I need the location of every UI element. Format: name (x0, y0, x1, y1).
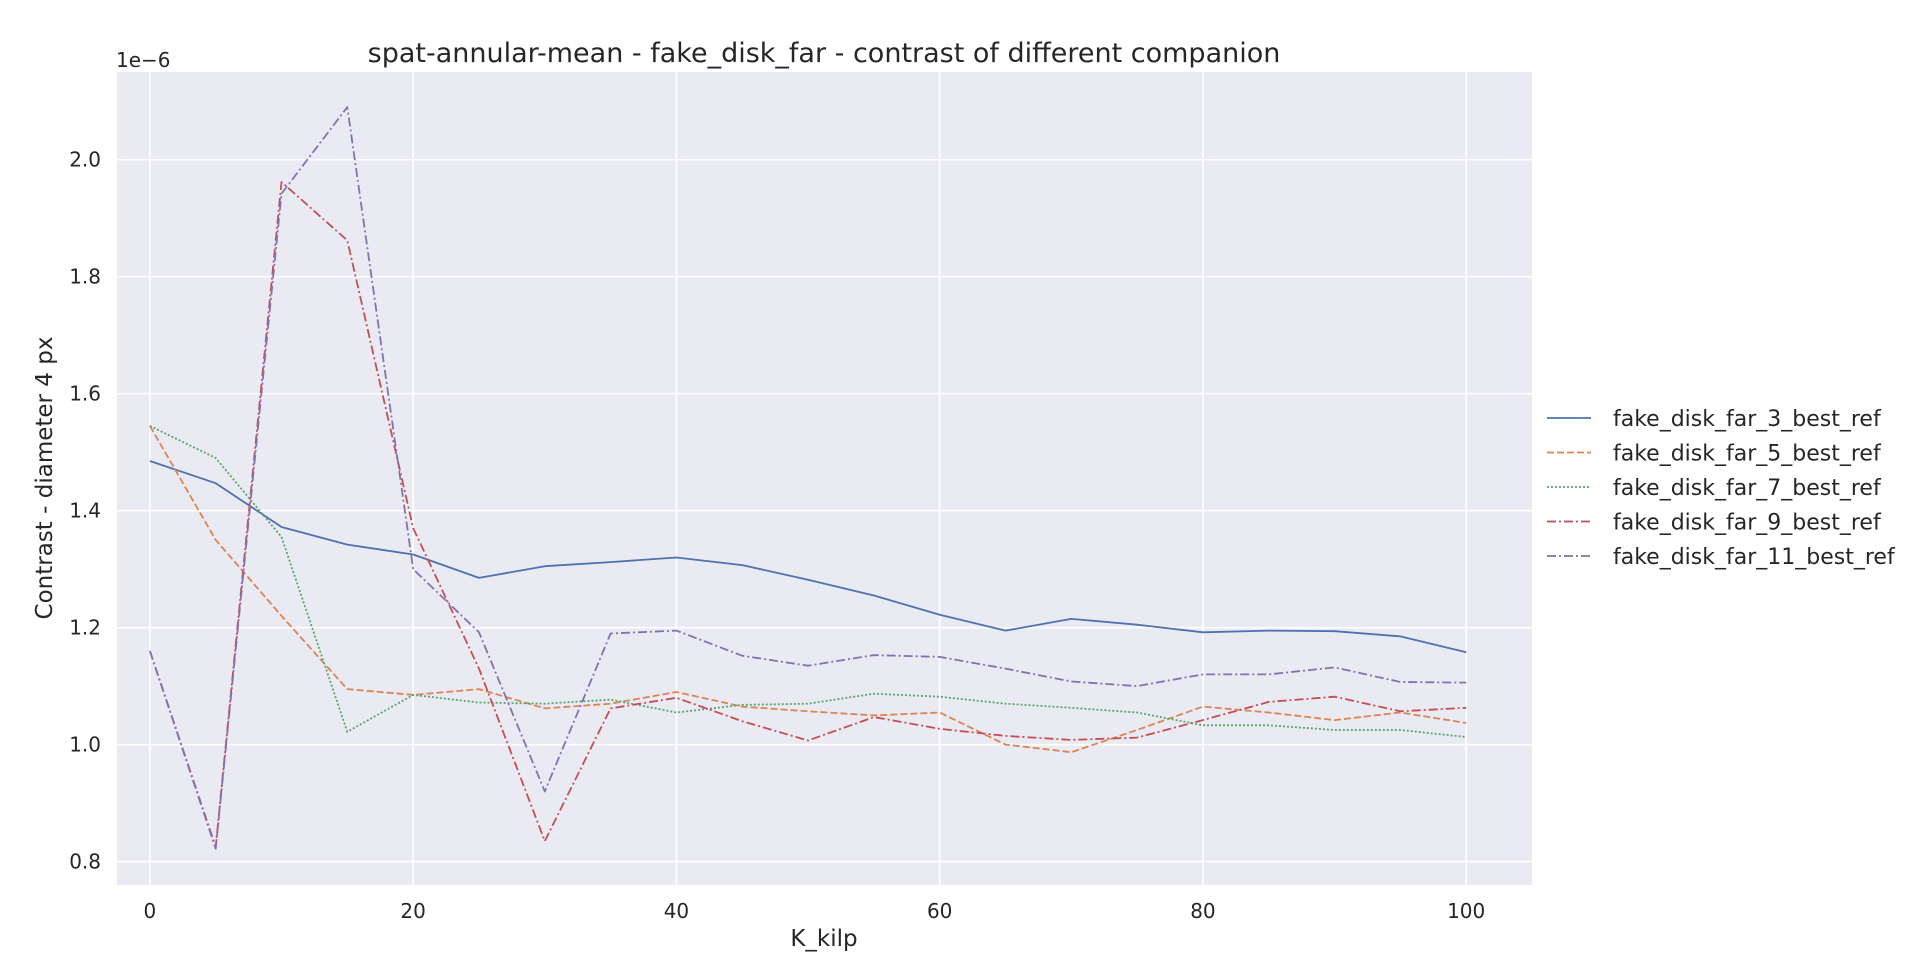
y-offset-label: 1e−6 (116, 48, 171, 72)
series-line-4 (149, 181, 1467, 848)
y-tick-label: 1.6 (69, 382, 101, 406)
y-axis-label: Contrast - diameter 4 px (32, 337, 58, 620)
series-layer (149, 106, 1467, 850)
legend: fake_disk_far_3_best_ref fake_disk_far_5_… (1547, 407, 1896, 570)
y-tick-label: 2.0 (69, 148, 101, 172)
grid-lines (117, 72, 1532, 885)
legend-label: fake_disk_far_11_best_ref (1613, 545, 1896, 570)
plot-area (117, 72, 1532, 885)
x-tick-label: 40 (664, 899, 689, 923)
x-tick-label: 60 (927, 899, 952, 923)
y-tick-label: 1.8 (69, 265, 101, 289)
x-tick-label: 0 (144, 899, 157, 923)
x-tick-label: 100 (1447, 899, 1485, 923)
y-tick-label: 1.0 (69, 733, 101, 757)
x-tick-label: 80 (1190, 899, 1215, 923)
legend-label: fake_disk_far_5_best_ref (1613, 442, 1882, 467)
series-line-2 (149, 425, 1467, 754)
chart-title: spat-annular-mean - fake_disk_far - cont… (368, 38, 1281, 69)
series-line-1 (149, 460, 1467, 654)
legend-label: fake_disk_far_3_best_ref (1613, 407, 1882, 432)
series-line-5 (149, 106, 1467, 850)
y-tick-label: 1.2 (69, 616, 101, 640)
x-tick-label: 20 (400, 899, 425, 923)
x-tick-labels: 0 20 40 60 80 100 (144, 899, 1486, 923)
y-tick-label: 1.4 (69, 499, 101, 523)
legend-label: fake_disk_far_9_best_ref (1613, 511, 1882, 536)
y-tick-label: 0.8 (69, 850, 101, 874)
y-tick-labels: 0.8 1.0 1.2 1.4 1.6 1.8 2.0 (69, 148, 101, 874)
x-axis-label: K_kilp (790, 926, 857, 952)
legend-label: fake_disk_far_7_best_ref (1613, 476, 1882, 501)
